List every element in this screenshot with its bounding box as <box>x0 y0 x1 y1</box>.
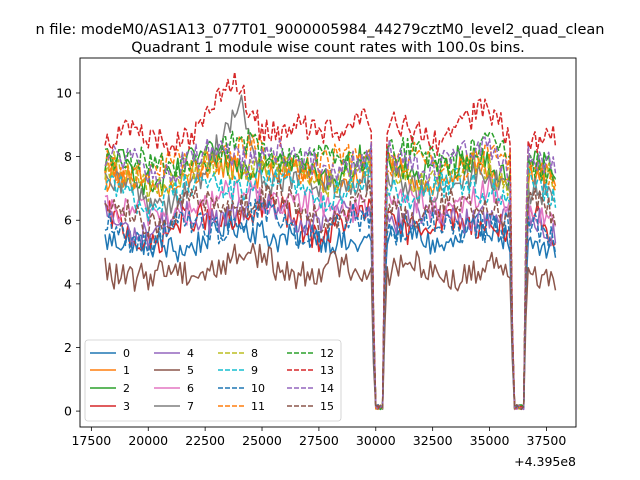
legend-frame <box>84 339 342 422</box>
y-tick-label: 6 <box>64 213 72 228</box>
x-axis: 17500 20000 22500 25000 27500 30000 32500 35000… <box>71 427 566 448</box>
legend-label-8: 8 <box>251 347 258 360</box>
series-line-5 <box>104 242 557 411</box>
legend-label-3: 3 <box>123 400 130 413</box>
legend-label-12: 12 <box>320 347 334 360</box>
legend-label-4: 4 <box>187 347 194 360</box>
x-tick-label: 22500 <box>185 433 225 448</box>
x-offset-label: +4.395e8 <box>514 454 576 469</box>
x-tick-label: 27500 <box>299 433 339 448</box>
legend-label-13: 13 <box>320 364 334 377</box>
x-tick-label: 32500 <box>413 433 453 448</box>
series-layer <box>104 71 557 411</box>
legend-label-6: 6 <box>187 382 194 395</box>
series-line-15 <box>104 179 557 411</box>
legend-label-10: 10 <box>251 382 265 395</box>
x-tick-label: 20000 <box>128 433 168 448</box>
legend-label-0: 0 <box>123 347 130 360</box>
series-line-9 <box>104 161 557 410</box>
y-tick-label: 2 <box>64 340 72 355</box>
x-tick-label: 37500 <box>527 433 567 448</box>
legend-label-2: 2 <box>123 382 130 395</box>
series-line-12 <box>104 129 556 411</box>
x-tick-label: 35000 <box>470 433 510 448</box>
legend-label-14: 14 <box>320 382 334 395</box>
series-line-8 <box>104 146 557 410</box>
legend-label-9: 9 <box>251 364 258 377</box>
series-line-3 <box>104 193 556 410</box>
y-tick-label: 8 <box>64 149 72 164</box>
x-tick-label: 25000 <box>242 433 282 448</box>
series-line-11 <box>104 132 557 410</box>
series-line-14 <box>104 136 557 411</box>
x-tick-label: 30000 <box>356 433 396 448</box>
legend-label-1: 1 <box>123 364 130 377</box>
y-tick-label: 4 <box>64 276 72 291</box>
legend-label-11: 11 <box>251 400 265 413</box>
series-line-6 <box>104 175 557 410</box>
legend-label-5: 5 <box>187 364 194 377</box>
x-tick-label: 17500 <box>71 433 111 448</box>
series-line-0 <box>104 209 557 410</box>
series-line-10 <box>104 195 557 411</box>
chart-title: Quadrant 1 module wise count rates with … <box>131 40 525 56</box>
y-axis: 0 2 4 6 8 10 <box>56 85 80 419</box>
y-tick-label: 10 <box>56 85 72 100</box>
legend-label-15: 15 <box>320 400 334 413</box>
y-tick-label: 0 <box>64 404 72 419</box>
suptitle: n file: modeM0/AS1A13_077T01_9000005984_… <box>36 22 605 38</box>
legend-label-7: 7 <box>187 400 194 413</box>
series-line-13 <box>104 71 557 410</box>
plot-frame <box>79 57 577 428</box>
